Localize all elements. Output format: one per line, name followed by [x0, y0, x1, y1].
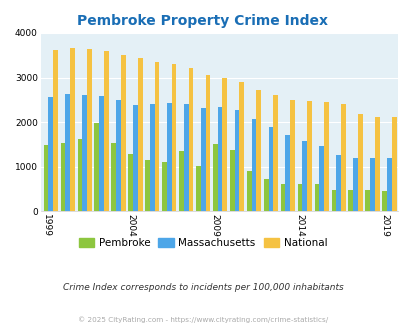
Bar: [347, 190, 352, 211]
Bar: [60, 144, 65, 211]
Bar: [94, 123, 99, 211]
Bar: [121, 55, 125, 211]
Bar: [111, 143, 116, 211]
Bar: [382, 191, 386, 211]
Bar: [234, 110, 239, 211]
Bar: [297, 184, 302, 211]
Bar: [128, 154, 133, 211]
Bar: [364, 190, 369, 211]
Bar: [306, 101, 311, 211]
Bar: [357, 114, 362, 211]
Bar: [116, 100, 121, 211]
Bar: [268, 127, 273, 211]
Bar: [386, 158, 391, 211]
Bar: [280, 184, 285, 211]
Bar: [314, 184, 318, 211]
Bar: [82, 95, 87, 211]
Bar: [205, 75, 210, 211]
Bar: [331, 190, 335, 211]
Bar: [70, 48, 75, 211]
Legend: Pembroke, Massachusetts, National: Pembroke, Massachusetts, National: [75, 234, 330, 252]
Bar: [65, 94, 70, 211]
Text: Crime Index corresponds to incidents per 100,000 inhabitants: Crime Index corresponds to incidents per…: [62, 282, 343, 292]
Bar: [166, 103, 171, 211]
Bar: [323, 102, 328, 211]
Bar: [246, 171, 251, 211]
Bar: [213, 144, 217, 211]
Bar: [99, 96, 104, 211]
Bar: [222, 78, 227, 211]
Bar: [335, 155, 340, 211]
Bar: [239, 82, 243, 211]
Bar: [48, 97, 53, 211]
Bar: [229, 150, 234, 211]
Bar: [179, 151, 183, 211]
Bar: [137, 58, 142, 211]
Bar: [183, 104, 188, 211]
Bar: [171, 64, 176, 211]
Bar: [217, 107, 222, 211]
Bar: [44, 145, 48, 211]
Bar: [352, 158, 357, 211]
Bar: [374, 117, 379, 211]
Bar: [256, 89, 260, 211]
Bar: [188, 68, 193, 211]
Bar: [53, 50, 58, 211]
Bar: [273, 95, 277, 211]
Bar: [340, 104, 345, 211]
Bar: [391, 117, 396, 211]
Bar: [290, 100, 294, 211]
Text: Pembroke Property Crime Index: Pembroke Property Crime Index: [77, 15, 328, 28]
Bar: [133, 105, 137, 211]
Bar: [162, 162, 166, 211]
Bar: [302, 141, 306, 211]
Bar: [318, 146, 323, 211]
Text: © 2025 CityRating.com - https://www.cityrating.com/crime-statistics/: © 2025 CityRating.com - https://www.city…: [78, 317, 327, 323]
Bar: [87, 49, 92, 211]
Bar: [77, 139, 82, 211]
Bar: [263, 179, 268, 211]
Bar: [149, 104, 154, 211]
Bar: [104, 51, 109, 211]
Bar: [369, 158, 374, 211]
Bar: [200, 108, 205, 211]
Bar: [196, 166, 200, 211]
Bar: [154, 62, 159, 211]
Bar: [285, 135, 290, 211]
Bar: [251, 119, 256, 211]
Bar: [145, 159, 149, 211]
